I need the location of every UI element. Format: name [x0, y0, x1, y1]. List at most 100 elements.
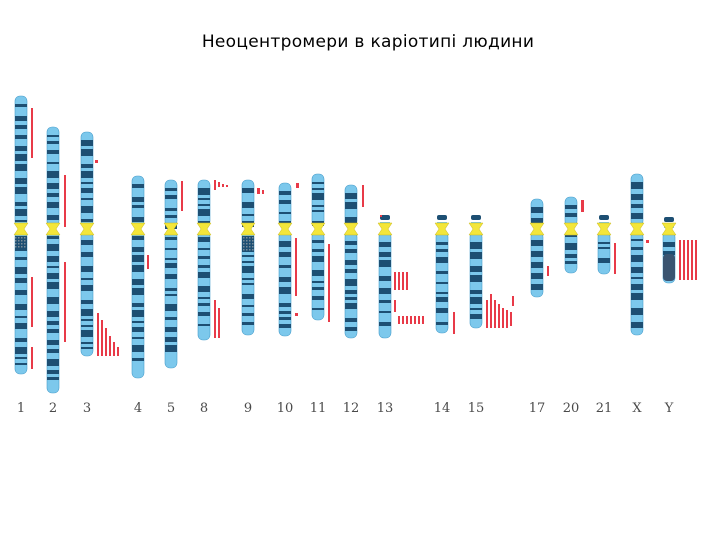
band — [631, 308, 643, 315]
chromosome-label: X — [632, 401, 642, 416]
band — [531, 284, 543, 290]
band — [132, 310, 144, 317]
band — [47, 171, 59, 178]
chromosome-Y — [661, 217, 697, 284]
band — [81, 300, 93, 304]
band — [15, 202, 27, 206]
band — [81, 319, 93, 321]
band — [47, 282, 59, 289]
band — [198, 248, 210, 250]
band — [312, 296, 324, 300]
band — [47, 273, 59, 279]
band — [470, 308, 482, 310]
band — [81, 347, 93, 349]
neocentromere-marker — [117, 347, 119, 356]
neocentromere-marker — [512, 296, 514, 306]
band — [631, 204, 643, 208]
band — [47, 135, 59, 137]
chromosome-11 — [310, 173, 330, 322]
band — [198, 237, 210, 242]
centromere — [468, 222, 484, 236]
neocentromere-marker — [691, 240, 693, 280]
band — [81, 266, 93, 272]
band — [631, 247, 643, 250]
band — [379, 311, 391, 313]
band — [81, 206, 93, 213]
neocentromere-marker — [581, 200, 584, 212]
band — [47, 370, 59, 374]
band — [663, 251, 675, 255]
band — [312, 270, 324, 276]
band — [345, 269, 357, 273]
band — [345, 303, 357, 309]
neocentromere-marker — [328, 244, 330, 322]
band — [47, 340, 59, 345]
band — [132, 327, 144, 332]
band — [15, 116, 27, 121]
band — [198, 297, 210, 299]
band — [47, 183, 59, 189]
neocentromere-marker — [295, 238, 297, 296]
band — [81, 330, 93, 337]
chromosome-12 — [343, 184, 364, 339]
neocentromere-marker — [262, 190, 264, 194]
centromere — [310, 222, 326, 236]
band — [312, 249, 324, 252]
chromosome-17 — [529, 198, 549, 298]
neocentromere-marker — [494, 300, 496, 328]
centromere — [661, 222, 677, 236]
neocentromere-marker — [257, 188, 260, 194]
band — [165, 345, 177, 352]
band — [598, 247, 610, 249]
band — [15, 267, 27, 274]
neocentromere-marker — [402, 316, 404, 324]
band — [198, 303, 210, 306]
neocentromere-marker — [453, 312, 455, 334]
band — [436, 282, 448, 284]
band — [81, 325, 93, 327]
band — [345, 202, 357, 209]
band — [279, 252, 291, 257]
band — [47, 329, 59, 333]
band — [379, 260, 391, 267]
chromosome-label: 2 — [49, 401, 57, 416]
band — [312, 182, 324, 184]
band — [470, 290, 482, 294]
chromosome-label: 8 — [200, 401, 208, 416]
band — [15, 220, 27, 222]
neocentromere-marker — [422, 316, 424, 324]
chromosome-20 — [563, 196, 584, 274]
band — [436, 297, 448, 302]
band — [345, 241, 357, 245]
band — [279, 277, 291, 282]
band — [470, 252, 482, 259]
centromere — [45, 222, 61, 236]
band — [198, 272, 210, 278]
band — [198, 221, 210, 223]
neocentromere-marker — [687, 240, 689, 280]
band — [631, 239, 643, 241]
centromere — [130, 222, 146, 236]
band — [198, 209, 210, 216]
chromosome-label: 5 — [167, 401, 175, 416]
band — [165, 327, 177, 332]
band — [631, 277, 643, 279]
neocentromere-marker — [380, 215, 382, 217]
chromosome-label: 20 — [563, 401, 580, 416]
neocentromere-marker — [614, 243, 616, 274]
neocentromere-marker — [406, 272, 408, 290]
neocentromere-marker — [296, 183, 299, 188]
band — [379, 288, 391, 294]
band — [165, 215, 177, 218]
band — [15, 146, 27, 151]
centromere — [163, 222, 179, 236]
band — [345, 217, 357, 224]
chromosome-14 — [434, 215, 455, 334]
neocentromere-marker — [402, 272, 404, 290]
chromosome-label: 13 — [377, 401, 394, 416]
band — [15, 323, 27, 329]
band — [531, 218, 543, 224]
band — [81, 198, 93, 200]
band — [165, 248, 177, 250]
band — [631, 267, 643, 273]
